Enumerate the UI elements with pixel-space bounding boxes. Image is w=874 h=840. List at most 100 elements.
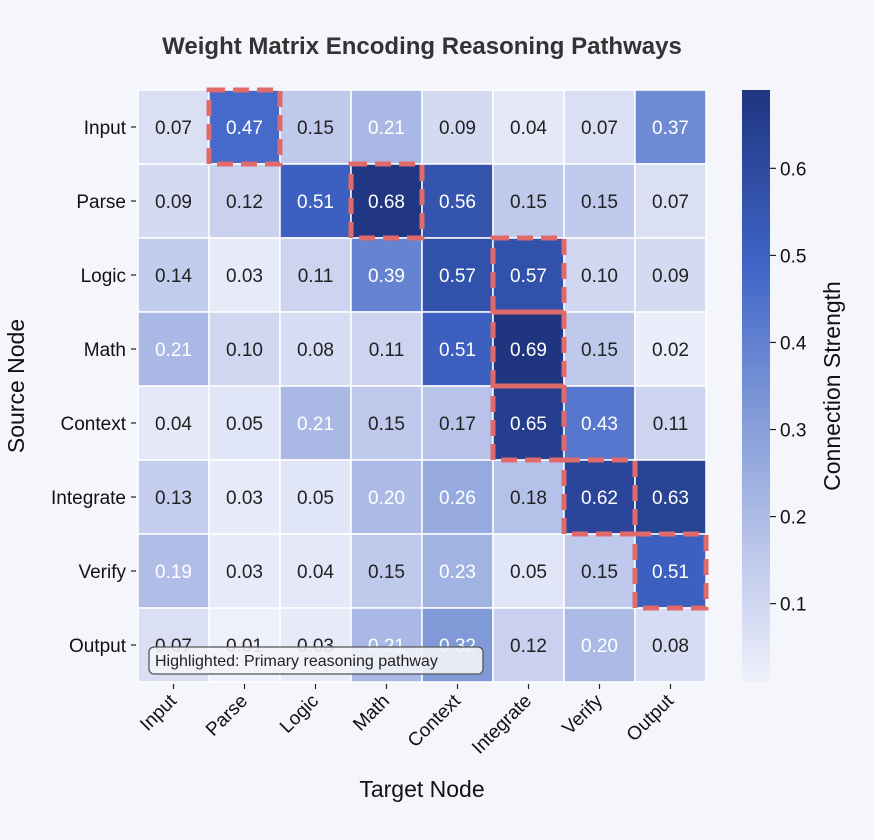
heatmap-cell — [208, 237, 281, 313]
colorbar-tick-label: 0.4 — [780, 333, 807, 354]
x-tick-label: Parse — [202, 691, 252, 741]
x-tick-label: Integrate — [468, 691, 536, 759]
heatmap-cell — [279, 237, 352, 313]
cell-value-label: 0.02 — [652, 340, 689, 361]
colorbar-tick-label: 0.1 — [780, 595, 806, 616]
highlight-box — [632, 531, 709, 611]
heatmap-cell — [634, 237, 707, 313]
x-axis-title: Target Node — [359, 776, 484, 802]
cell-value-label: 0.15 — [510, 192, 547, 213]
cell-value-label: 0.63 — [652, 488, 689, 509]
cell-value-label: 0.51 — [652, 562, 689, 583]
heatmap-cell — [350, 385, 423, 461]
cell-value-label: 0.11 — [653, 414, 689, 435]
heatmap-cell — [137, 89, 210, 165]
cell-value-label: 0.04 — [297, 562, 334, 583]
cell-value-label: 0.07 — [155, 118, 192, 139]
cell-value-label: 0.21 — [297, 414, 334, 435]
cell-value-label: 0.43 — [581, 414, 618, 435]
cell-value-label: 0.51 — [439, 340, 476, 361]
cell-value-label: 0.15 — [297, 118, 334, 139]
cell-value-label: 0.62 — [581, 488, 618, 509]
cell-value-label: 0.15 — [581, 562, 618, 583]
cell-value-label: 0.57 — [510, 266, 547, 287]
chart-title: Weight Matrix Encoding Reasoning Pathway… — [162, 33, 682, 60]
cell-value-label: 0.09 — [439, 118, 476, 139]
cell-value-label: 0.21 — [155, 340, 192, 361]
cell-value-label: 0.03 — [226, 488, 263, 509]
heatmap-cell — [421, 533, 494, 609]
cell-value-label: 0.03 — [226, 266, 263, 287]
y-tick-label: Context — [61, 414, 127, 435]
y-axis-title: Source Node — [3, 319, 29, 453]
cell-value-label: 0.19 — [155, 562, 192, 583]
heatmap-cell — [208, 89, 281, 165]
colorbar-gradient — [742, 90, 770, 682]
cell-value-label: 0.69 — [510, 340, 547, 361]
y-axis-ticks: Input Parse Logic Math Context Integrate Verif… — [51, 118, 136, 657]
heatmap-cell — [350, 163, 423, 239]
y-tick-label: Logic — [81, 266, 126, 287]
highlight-box — [561, 457, 638, 537]
heatmap-cell — [350, 311, 423, 387]
heatmap-cell — [279, 89, 352, 165]
cell-value-label: 0.65 — [510, 414, 547, 435]
cell-value-label: 0.47 — [226, 118, 263, 139]
cell-value-label: 0.08 — [297, 340, 334, 361]
heatmap-cell — [563, 385, 636, 461]
y-tick-label: Output — [69, 636, 127, 657]
colorbar: 0.1 0.2 0.3 0.4 0.5 0.6 Connection Strength — [742, 90, 845, 682]
cell-value-label: 0.05 — [510, 562, 547, 583]
cell-value-label: 0.04 — [510, 118, 547, 139]
heatmap-cell — [421, 311, 494, 387]
cell-value-label: 0.04 — [155, 414, 192, 435]
cell-value-label: 0.23 — [439, 562, 476, 583]
x-tick-label: Output — [623, 690, 679, 746]
colorbar-tick-label: 0.5 — [780, 246, 806, 267]
colorbar-label: Connection Strength — [819, 281, 845, 491]
cell-value-label: 0.15 — [581, 192, 618, 213]
cell-value-label: 0.08 — [652, 636, 689, 657]
heatmap-cell — [421, 459, 494, 535]
cell-value-label: 0.10 — [226, 340, 263, 361]
heatmap-cell — [208, 459, 281, 535]
x-tick-label: Logic — [276, 691, 323, 738]
cell-value-label: 0.21 — [368, 118, 405, 139]
heatmap-cell — [634, 385, 707, 461]
heatmap-cell — [279, 311, 352, 387]
heatmap-cell — [350, 237, 423, 313]
cell-value-label: 0.12 — [226, 192, 263, 213]
cell-value-label: 0.15 — [581, 340, 618, 361]
heatmap-cell — [208, 533, 281, 609]
cell-value-label: 0.68 — [368, 192, 405, 213]
cell-value-label: 0.17 — [439, 414, 476, 435]
highlight-box — [348, 161, 425, 241]
x-tick-label: Context — [404, 690, 466, 752]
heatmap-cell — [208, 163, 281, 239]
cell-value-label: 0.51 — [297, 192, 334, 213]
x-tick-label: Input — [136, 690, 181, 735]
heatmap-cell — [634, 163, 707, 239]
colorbar-tick-label: 0.6 — [780, 159, 806, 180]
annotation-box: Highlighted: Primary reasoning pathway — [148, 646, 484, 675]
cell-value-label: 0.57 — [439, 266, 476, 287]
colorbar-tick-label: 0.2 — [780, 508, 806, 529]
cell-value-label: 0.07 — [581, 118, 618, 139]
heatmap-cell — [137, 237, 210, 313]
cell-value-label: 0.12 — [510, 636, 547, 657]
cell-value-label: 0.05 — [297, 488, 334, 509]
heatmap-cell — [492, 163, 565, 239]
x-tick-label: Verify — [559, 690, 608, 739]
cell-value-label: 0.03 — [226, 562, 263, 583]
highlight-box — [206, 87, 283, 167]
cell-value-label: 0.11 — [298, 266, 334, 287]
annotation-background — [148, 646, 484, 675]
heatmap-cell — [279, 459, 352, 535]
cell-value-label: 0.26 — [439, 488, 476, 509]
highlight-boxes — [206, 87, 709, 611]
cell-value-label: 0.09 — [652, 266, 689, 287]
heatmap-cell — [492, 89, 565, 165]
colorbar-ticks: 0.1 0.2 0.3 0.4 0.5 0.6 — [770, 159, 807, 616]
